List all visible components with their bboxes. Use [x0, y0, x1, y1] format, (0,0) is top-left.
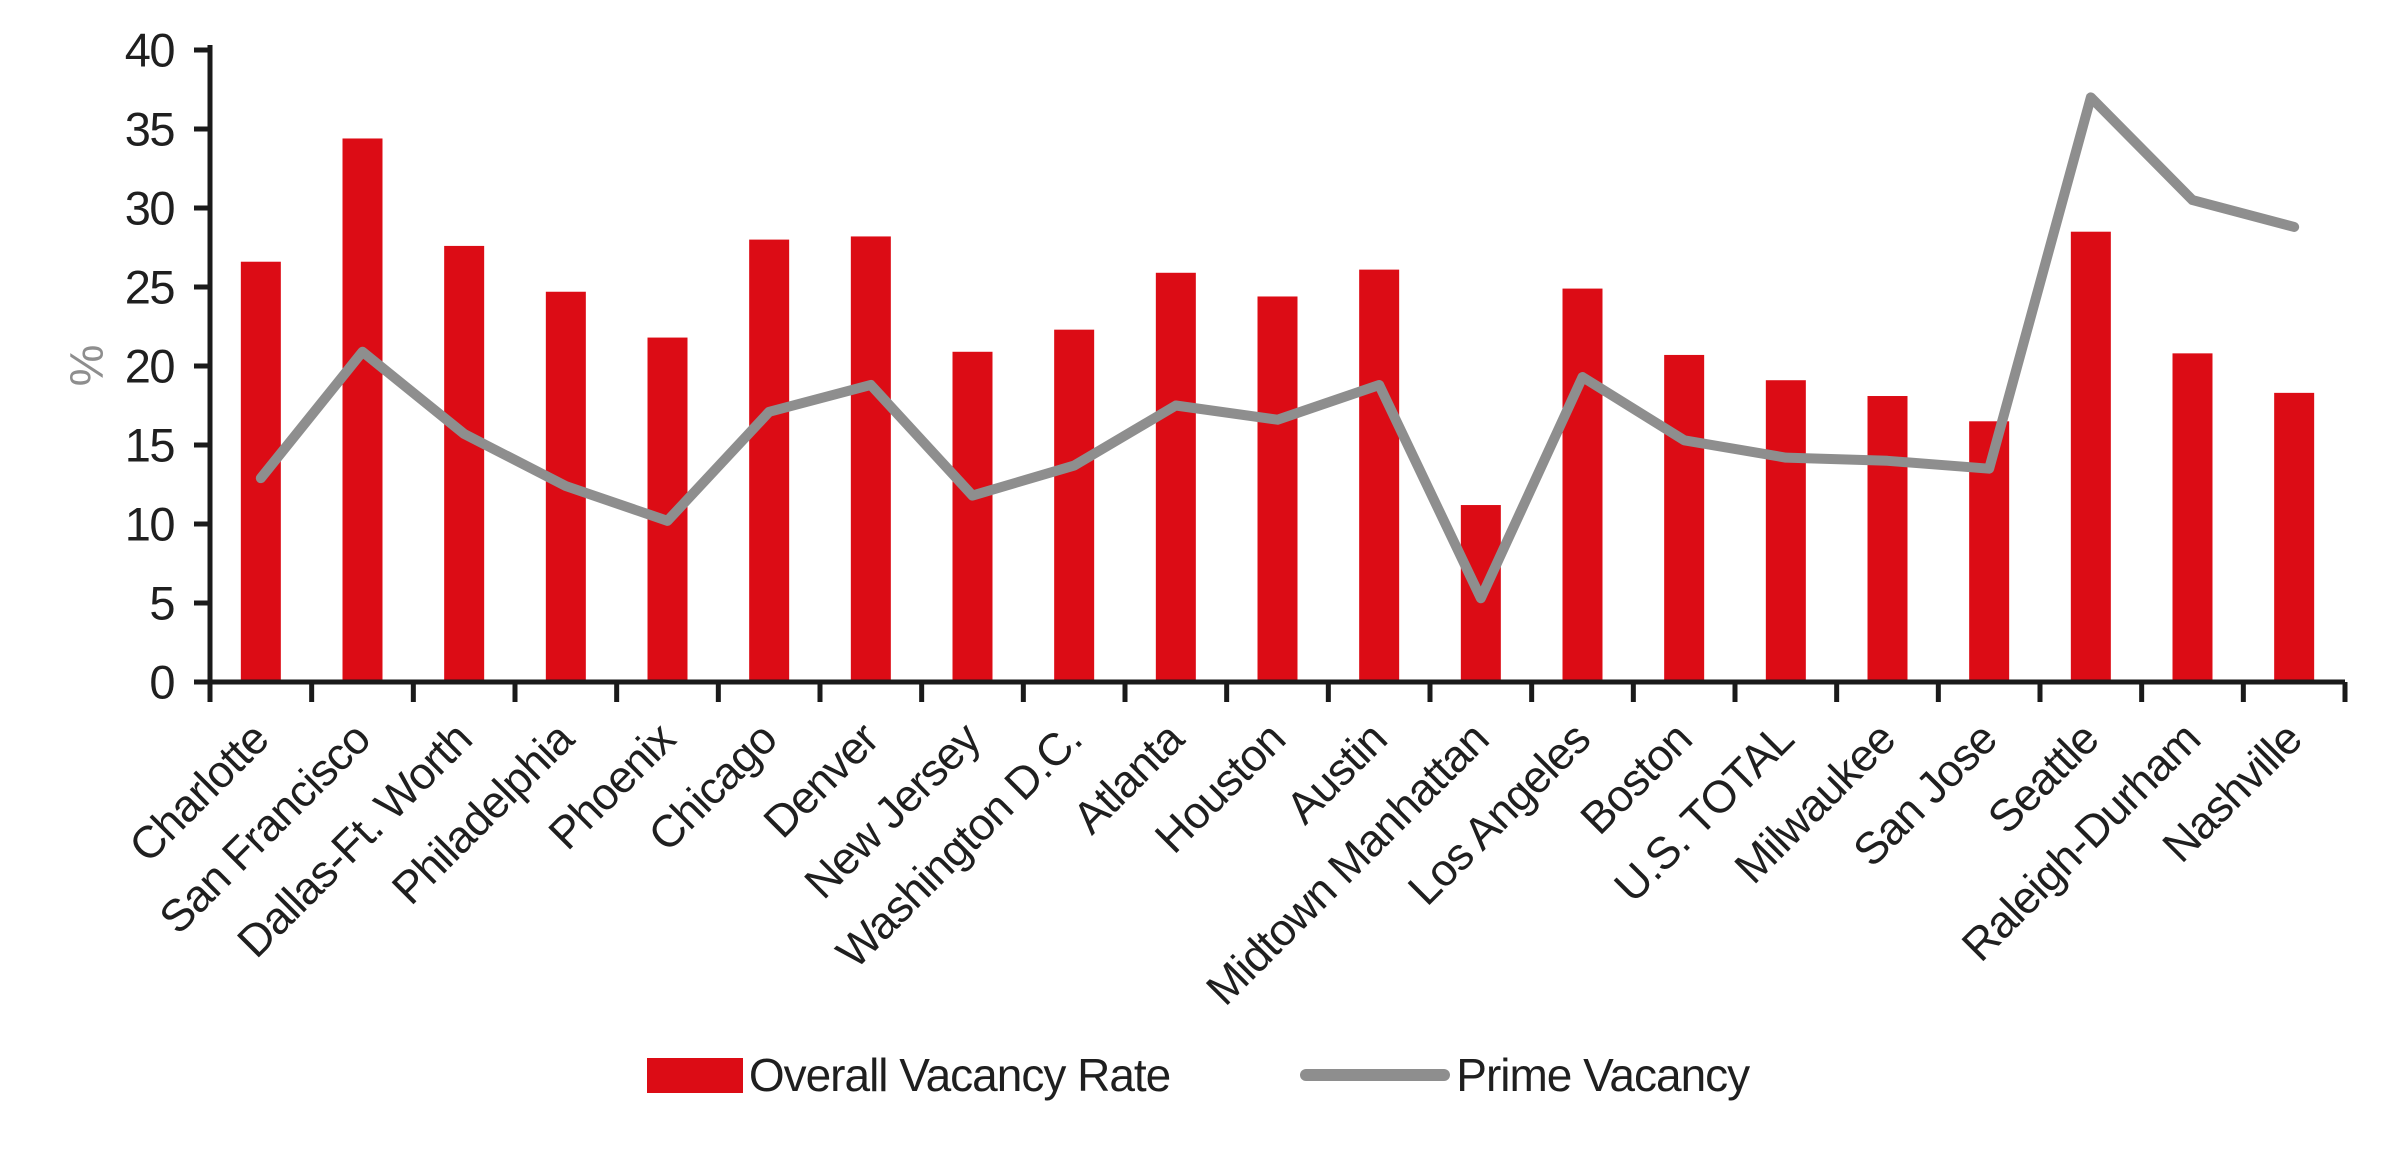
bar-dallas-ft-worth: [444, 245, 485, 683]
y-axis-title: %: [60, 345, 113, 386]
legend-item-prime-vacancy: Prime Vacancy: [1300, 1049, 1750, 1101]
bar-boston: [1664, 354, 1705, 682]
y-axis-tick-label-0: 0: [149, 656, 174, 709]
bar-san-francisco: [342, 138, 383, 683]
y-axis-tick-label-20: 20: [125, 340, 175, 393]
bar-milwaukee: [1867, 396, 1908, 682]
legend-label-overall-vacancy: Overall Vacancy Rate: [748, 1049, 1171, 1101]
bar-los-angeles: [1562, 288, 1603, 682]
y-axis-tick-label-40: 40: [125, 24, 175, 77]
y-axis-tick-label-35: 35: [125, 103, 175, 156]
bar-raleigh-durham: [2172, 353, 2213, 682]
legend-label-prime-vacancy: Prime Vacancy: [1456, 1049, 1750, 1101]
y-axis-tick-label-10: 10: [125, 498, 175, 551]
bar-washington-d-c: [1054, 329, 1095, 682]
legend-swatch-prime-vacancy: [1300, 1069, 1451, 1081]
bar-austin: [1359, 269, 1400, 682]
bar-u-s-total: [1765, 380, 1806, 682]
bar-new-jersey: [952, 351, 993, 682]
bar-chicago: [749, 239, 790, 682]
y-axis-tick-label-30: 30: [125, 182, 175, 235]
prime-vacancy-line: [255, 92, 2300, 604]
bar-denver: [850, 236, 891, 682]
y-axis-tick-label-5: 5: [149, 577, 174, 630]
bar-seattle: [2070, 231, 2111, 682]
y-axis-tick-label-25: 25: [125, 261, 175, 314]
bar-houston: [1257, 296, 1298, 682]
bar-nashville: [2274, 392, 2315, 682]
legend-item-overall-vacancy: Overall Vacancy Rate: [646, 1049, 1171, 1101]
legend: Overall Vacancy Rate Prime Vacancy: [0, 1052, 2396, 1098]
legend-swatch-overall-vacancy: [646, 1057, 743, 1093]
y-axis-tick-label-15: 15: [125, 419, 175, 472]
bar-atlanta: [1155, 272, 1196, 682]
